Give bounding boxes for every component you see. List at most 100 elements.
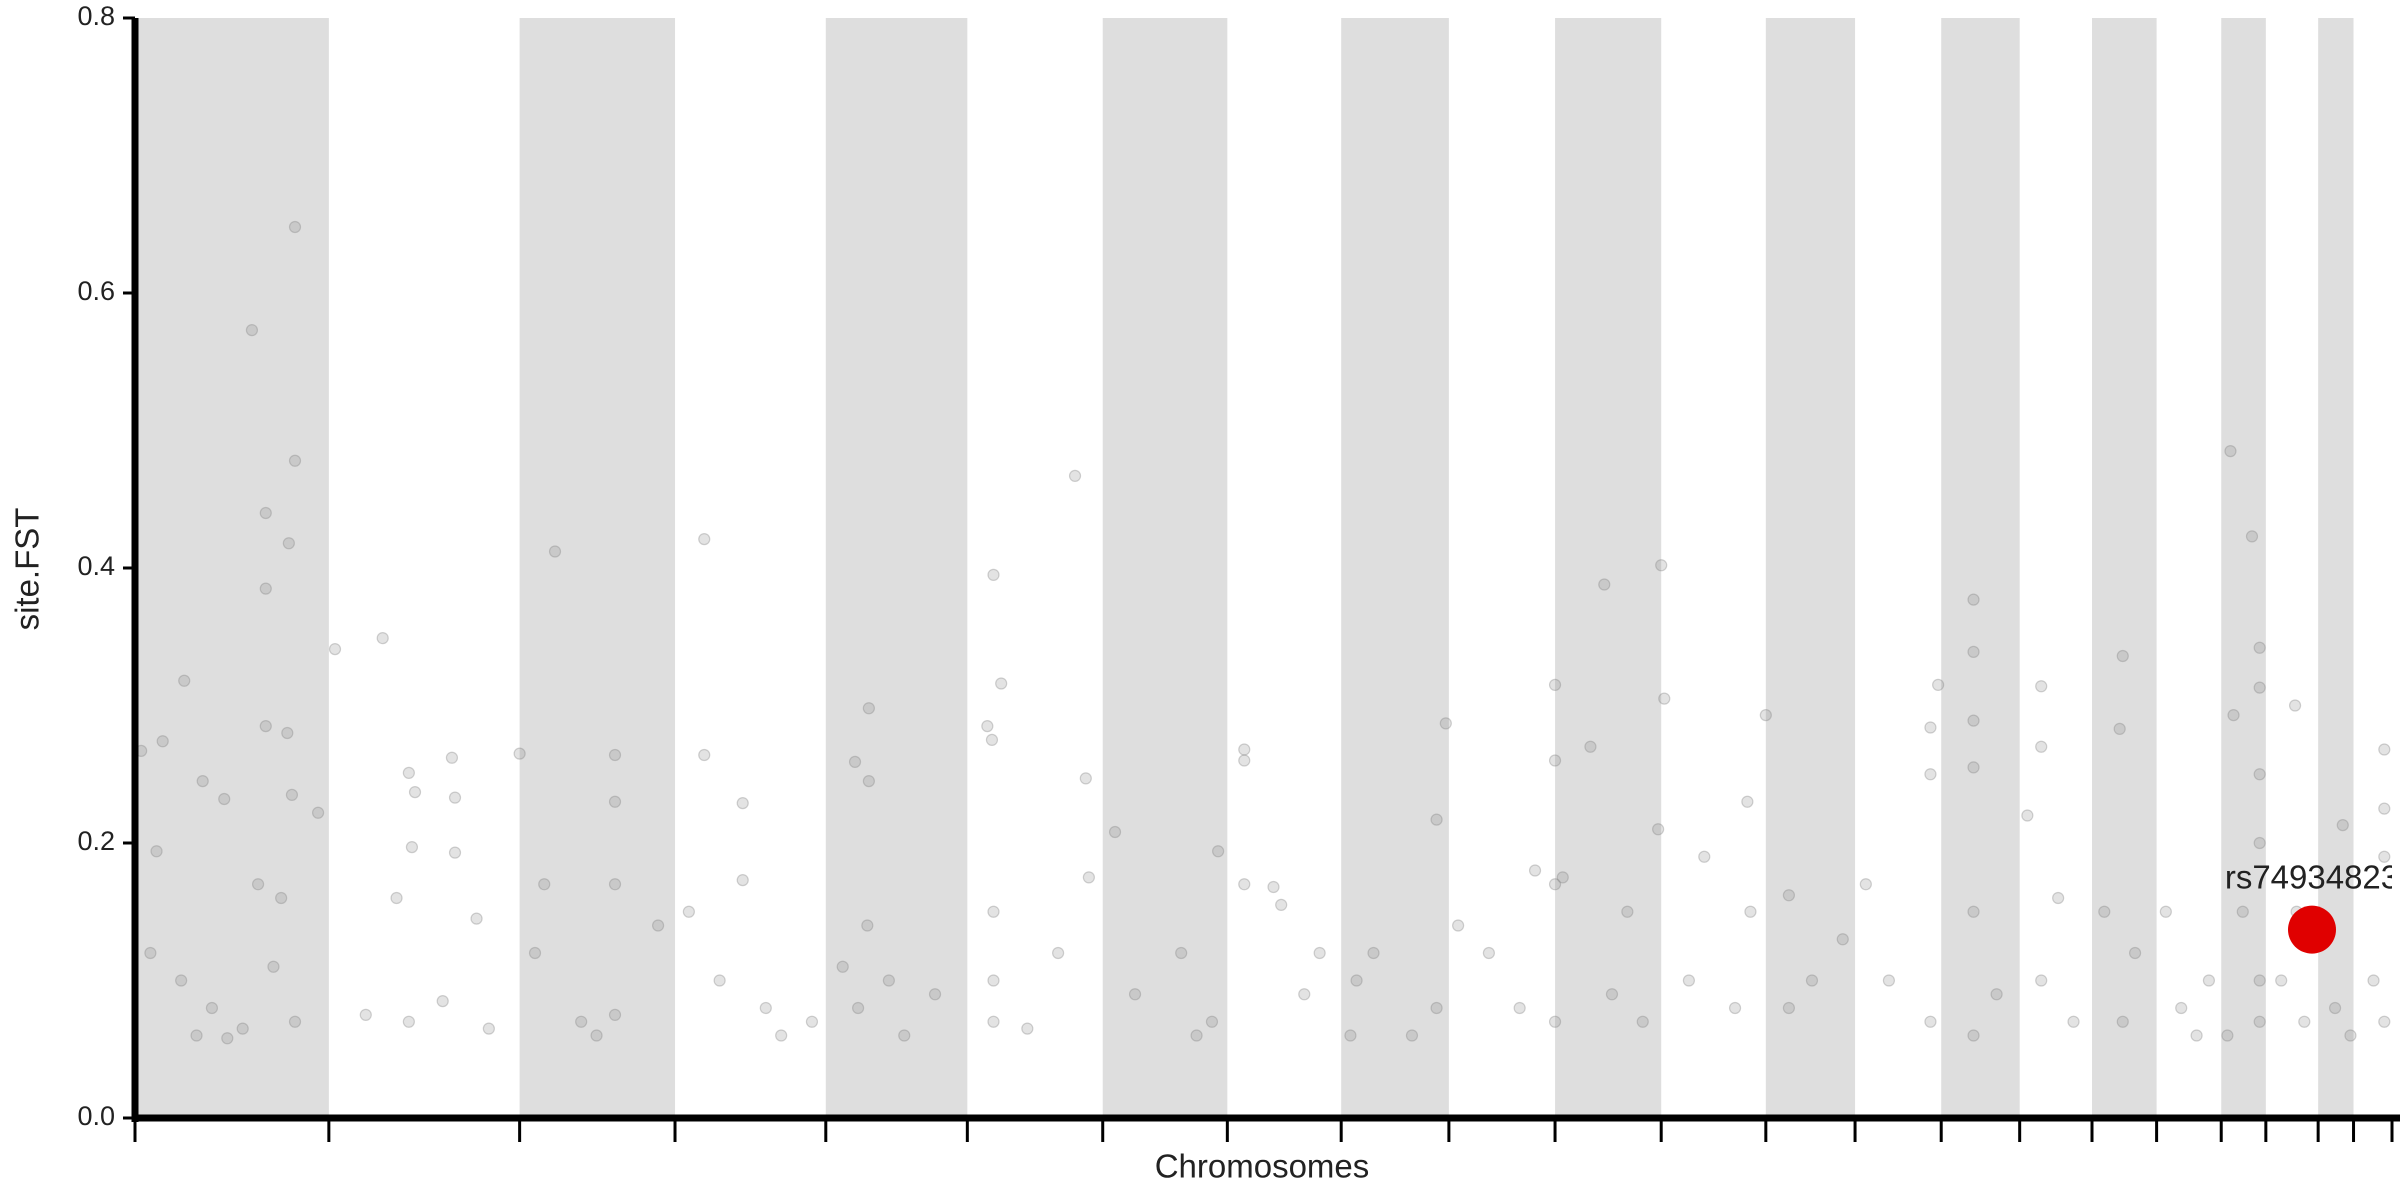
- point: [1990, 988, 2003, 1001]
- point: [590, 1029, 603, 1042]
- chromosome-band: [2221, 18, 2266, 1118]
- point: [528, 946, 542, 960]
- point: [245, 324, 259, 337]
- point: [236, 1022, 249, 1035]
- chromosome-band: [1765, 18, 1856, 1118]
- point: [698, 533, 711, 546]
- point: [1556, 871, 1569, 884]
- point: [288, 220, 302, 234]
- chromosome-band: [1555, 18, 1662, 1118]
- point: [1698, 850, 1711, 863]
- point: [2221, 1029, 2234, 1042]
- point: [836, 960, 849, 973]
- point: [682, 905, 695, 918]
- point: [1967, 761, 1980, 774]
- point: [2116, 1015, 2129, 1028]
- point: [1924, 721, 1937, 734]
- point: [408, 786, 422, 799]
- y-tick-label: 0.6: [77, 276, 115, 306]
- point: [1298, 988, 1311, 1001]
- point: [1658, 692, 1671, 705]
- point: [1605, 988, 1619, 1001]
- point: [2253, 768, 2266, 781]
- point: [282, 537, 295, 550]
- point: [1924, 768, 1937, 781]
- point: [196, 775, 209, 788]
- point: [1741, 795, 1754, 808]
- point: [2378, 850, 2391, 863]
- point: [2275, 974, 2288, 987]
- point: [482, 1022, 495, 1035]
- point: [987, 974, 1000, 987]
- point: [2067, 1015, 2080, 1028]
- point: [221, 1032, 234, 1045]
- point: [259, 720, 272, 733]
- bands: [135, 18, 2354, 1118]
- y-axis-label: site.FST: [9, 508, 46, 631]
- point: [1932, 678, 1945, 691]
- point: [1128, 988, 1142, 1001]
- point: [1655, 559, 1668, 572]
- point: [928, 988, 942, 1001]
- point: [1967, 645, 1980, 658]
- point: [2227, 709, 2240, 722]
- point: [1405, 1029, 1419, 1042]
- point: [2253, 836, 2266, 850]
- point: [144, 946, 157, 960]
- point: [1452, 919, 1465, 932]
- point: [150, 845, 163, 858]
- point: [376, 632, 389, 645]
- point: [2202, 974, 2216, 987]
- point: [190, 1029, 203, 1042]
- point: [1836, 933, 1849, 946]
- point: [175, 974, 188, 987]
- point: [1430, 813, 1443, 826]
- point: [359, 1008, 372, 1021]
- point: [2288, 699, 2302, 712]
- point: [548, 545, 562, 558]
- point: [981, 720, 994, 733]
- point: [1967, 905, 1980, 918]
- point: [2298, 1015, 2311, 1028]
- point: [470, 912, 483, 925]
- point: [2035, 680, 2048, 693]
- point: [852, 1001, 865, 1015]
- axes: 0.0 0.2 0.4 0.6 0.8: [77, 1, 2400, 1142]
- point: [1548, 878, 1562, 891]
- point: [1082, 871, 1095, 884]
- point: [862, 702, 875, 715]
- point: [405, 841, 419, 854]
- point: [1782, 1001, 1796, 1015]
- point: [1548, 678, 1562, 691]
- point: [513, 747, 526, 760]
- point: [1859, 878, 1872, 891]
- point: [178, 674, 191, 687]
- points: [135, 220, 2391, 1045]
- point: [1275, 898, 1288, 911]
- point: [1367, 946, 1380, 960]
- chromosome-band: [2318, 18, 2354, 1118]
- point: [1584, 740, 1597, 753]
- point: [1728, 1001, 1742, 1015]
- point: [2344, 1029, 2357, 1042]
- point: [775, 1029, 788, 1042]
- point: [259, 506, 272, 520]
- point: [402, 766, 415, 779]
- chromosome-band: [1341, 18, 1449, 1118]
- point: [987, 905, 1000, 918]
- point: [698, 748, 711, 762]
- point: [2098, 905, 2111, 918]
- point: [2378, 1015, 2391, 1028]
- point: [448, 791, 462, 804]
- point: [862, 775, 875, 788]
- point: [848, 755, 862, 768]
- point: [2021, 809, 2034, 822]
- point: [608, 795, 622, 808]
- point: [987, 568, 1000, 581]
- point: [985, 733, 999, 746]
- point: [281, 726, 294, 740]
- point: [1548, 754, 1562, 767]
- point: [861, 919, 874, 932]
